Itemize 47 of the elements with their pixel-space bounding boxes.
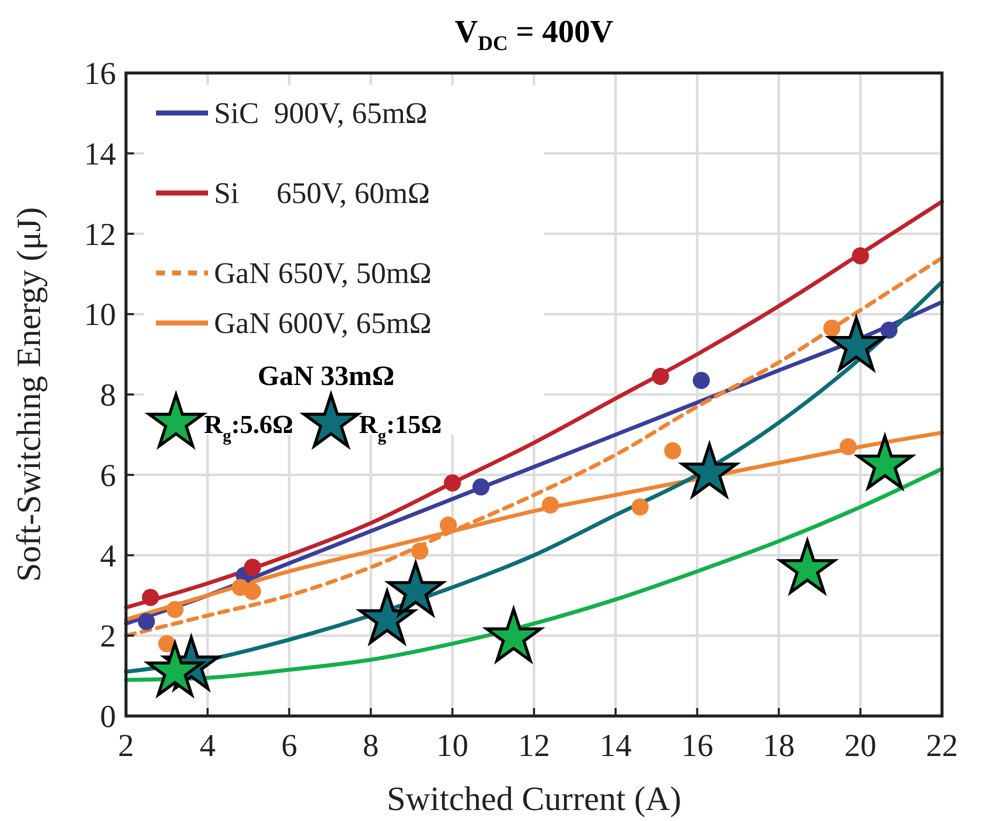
y-axis-title: Soft-Switching Energy (μJ) bbox=[11, 207, 48, 582]
y-tick-label: 2 bbox=[100, 618, 116, 654]
point bbox=[692, 372, 710, 389]
legend-label: R$_{g}$:5.6Ω bbox=[204, 410, 294, 445]
legend-label: SiC 900V, 65mΩ bbox=[214, 97, 428, 130]
x-tick-label: 14 bbox=[600, 727, 632, 763]
point bbox=[158, 635, 176, 652]
x-tick-label: 12 bbox=[518, 727, 550, 763]
y-tick-label: 4 bbox=[100, 537, 116, 574]
x-tick-label: 8 bbox=[362, 727, 379, 763]
point bbox=[840, 438, 857, 456]
point bbox=[411, 542, 428, 560]
point bbox=[652, 368, 670, 385]
legend-label: Si 650V, 60mΩ bbox=[214, 177, 430, 210]
y-tick-label: 0 bbox=[100, 698, 116, 734]
legend-label: GaN 650V, 50mΩ bbox=[214, 257, 432, 290]
point bbox=[244, 558, 262, 576]
y-tick-label: 6 bbox=[100, 456, 116, 493]
y-tick-label: 12 bbox=[84, 216, 116, 252]
x-axis-title: Switched Current (A) bbox=[386, 781, 682, 818]
point bbox=[166, 600, 184, 618]
x-tick-label: 4 bbox=[200, 727, 216, 763]
point bbox=[823, 320, 840, 337]
annotation: GaN 33mΩ bbox=[258, 361, 394, 392]
point bbox=[852, 247, 869, 264]
point bbox=[880, 322, 898, 339]
point bbox=[632, 498, 649, 516]
point bbox=[232, 578, 249, 596]
x-tick-label: 10 bbox=[436, 727, 468, 763]
x-tick-label: 18 bbox=[762, 727, 795, 763]
y-tick-label: 16 bbox=[84, 55, 116, 91]
y-tick-label: 14 bbox=[84, 135, 116, 172]
point bbox=[472, 478, 490, 496]
point bbox=[664, 442, 682, 460]
point bbox=[542, 496, 559, 514]
legend-label: R$_{g}$:15Ω bbox=[359, 410, 442, 445]
point bbox=[142, 588, 160, 606]
point bbox=[138, 613, 155, 630]
x-tick-label: 22 bbox=[926, 727, 958, 763]
x-tick-label: 20 bbox=[844, 727, 876, 763]
point bbox=[444, 474, 461, 492]
y-tick-label: 10 bbox=[84, 296, 116, 332]
legend-label: GaN 600V, 65mΩ bbox=[214, 307, 432, 340]
chart-title: V$_{DC}$ = 400V bbox=[454, 13, 614, 55]
x-tick-label: 6 bbox=[281, 727, 298, 763]
x-tick-label: 16 bbox=[681, 727, 714, 763]
y-tick-label: 8 bbox=[100, 376, 116, 412]
